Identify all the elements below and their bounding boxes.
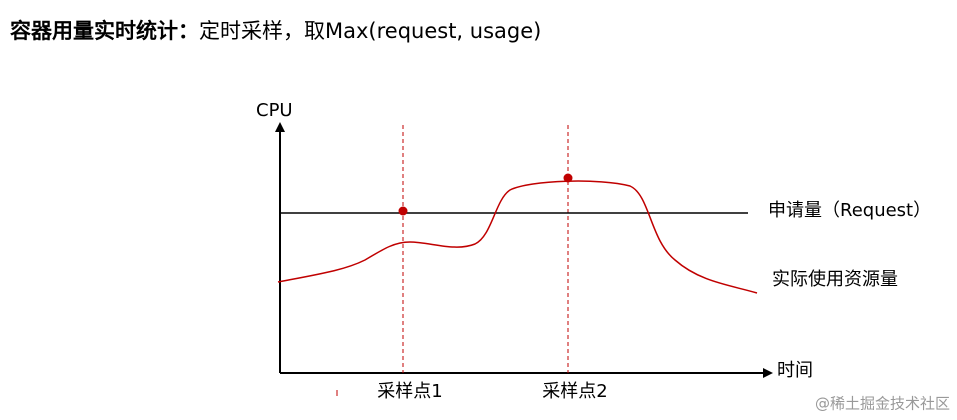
y-axis-label: CPU <box>256 100 293 121</box>
sample-point <box>398 206 408 216</box>
sample-label: 采样点2 <box>542 381 607 402</box>
sample-label: 采样点1 <box>377 381 442 402</box>
usage-curve <box>277 180 758 294</box>
watermark: @稀土掘金技术社区 <box>815 395 950 413</box>
title-rest: 定时采样，取Max(request, usage) <box>199 19 541 43</box>
usage-label: 实际使用资源量 <box>772 269 898 290</box>
x-axis-label: 时间 <box>777 360 813 381</box>
sample-point <box>563 173 573 183</box>
request-label: 申请量（Request） <box>768 200 931 221</box>
title-bold: 容器用量实时统计： <box>10 19 199 43</box>
title: 容器用量实时统计：定时采样，取Max(request, usage) <box>10 19 541 43</box>
